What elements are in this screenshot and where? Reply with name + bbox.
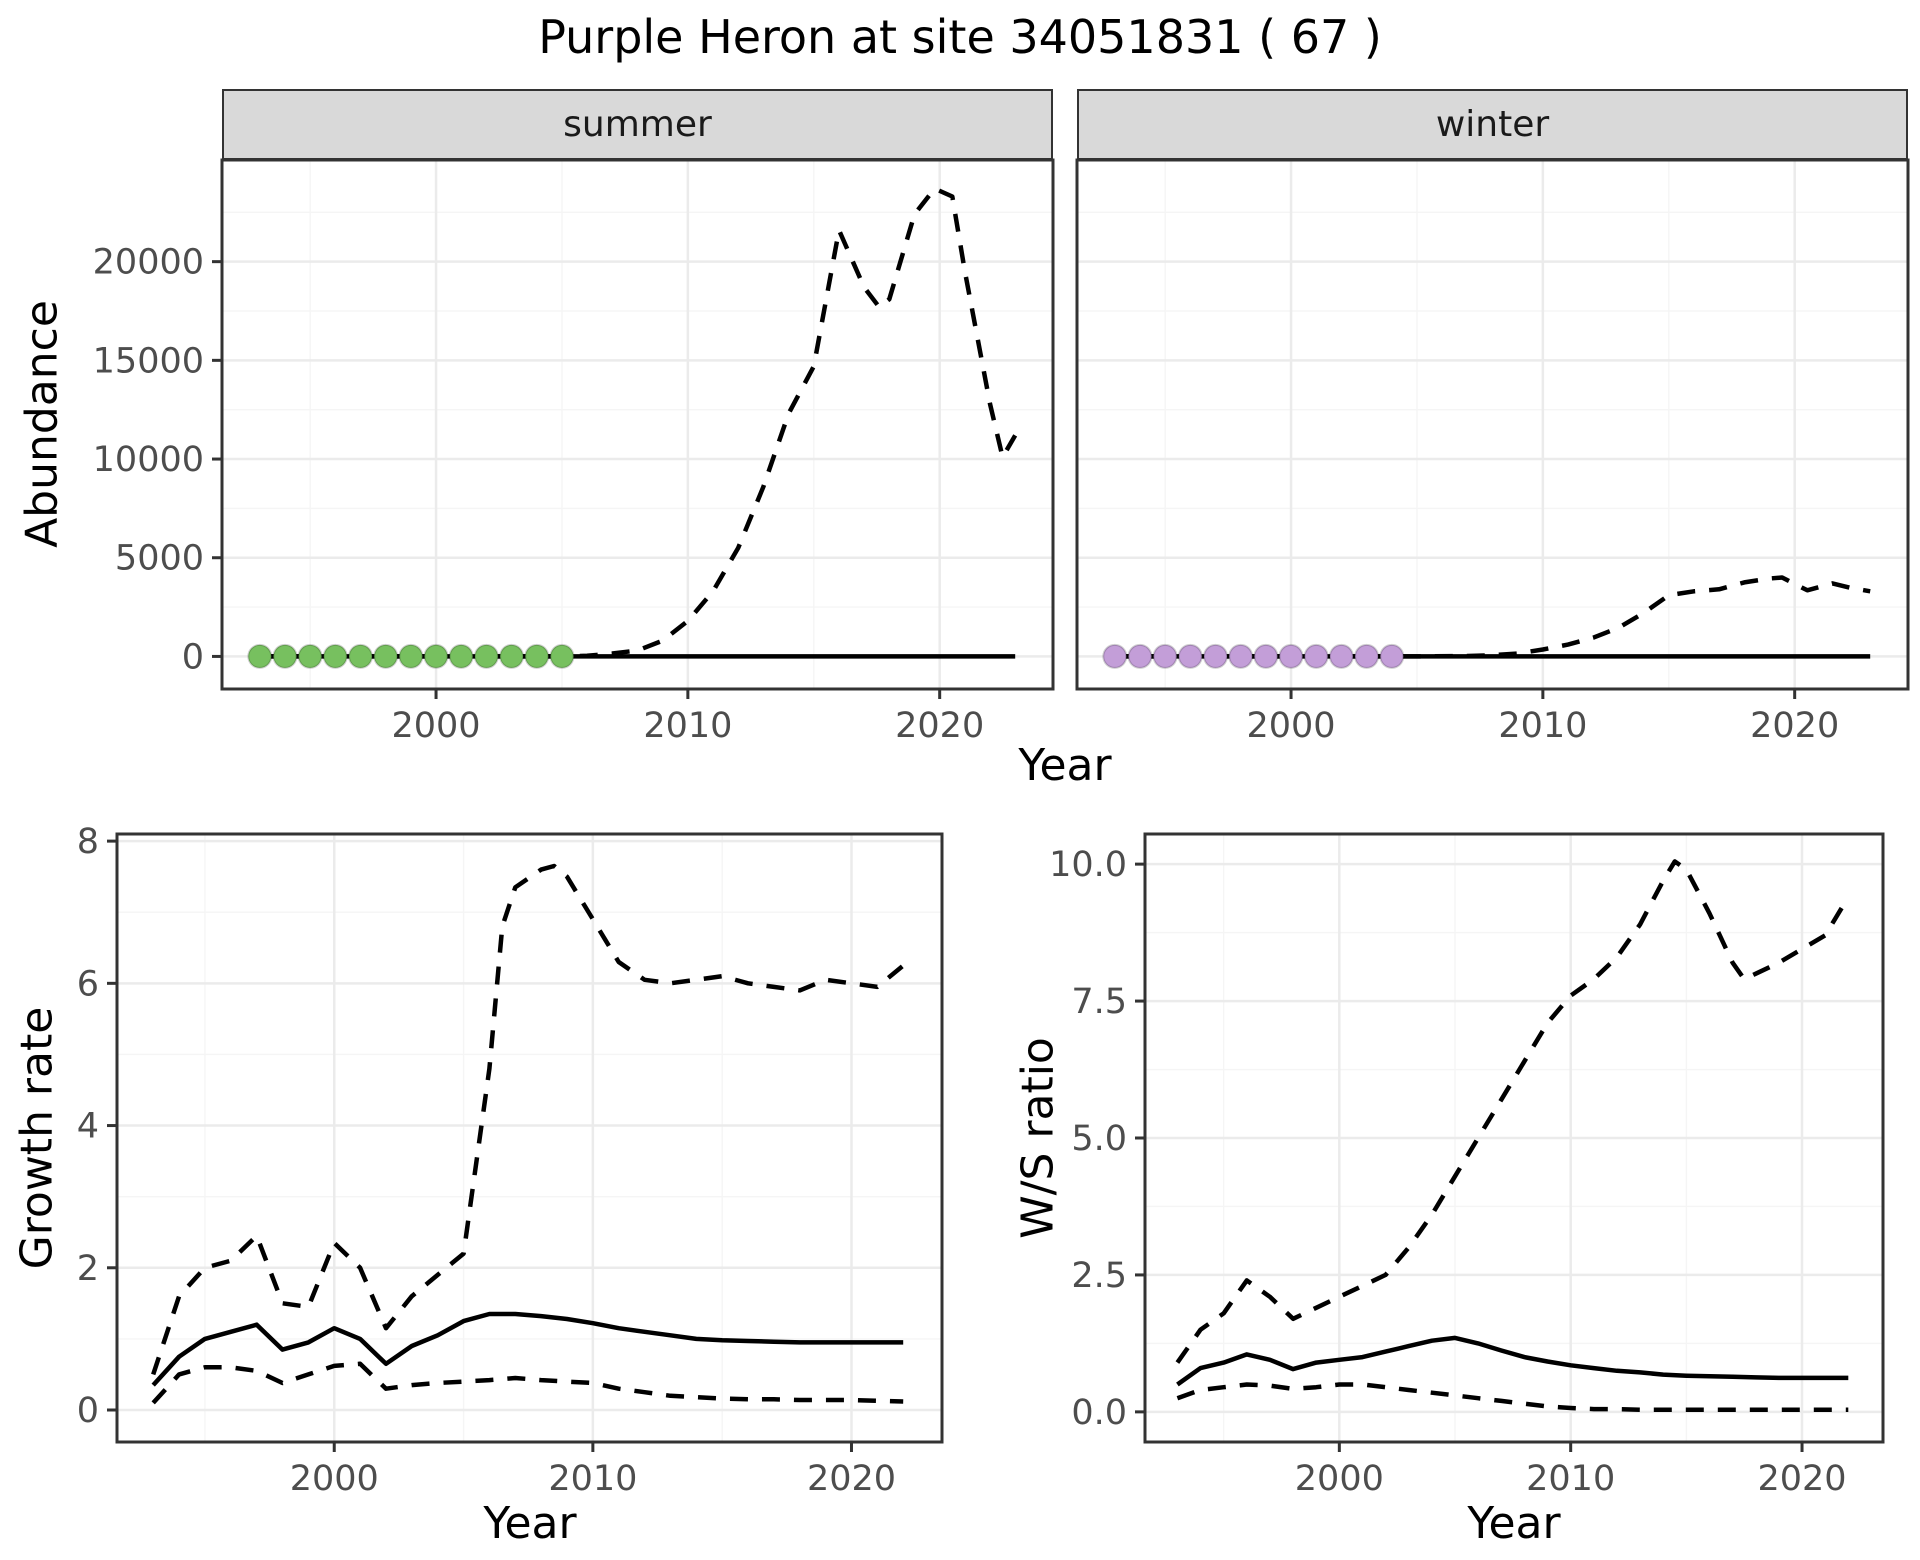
abundance-y-axis-title: Abundance bbox=[16, 300, 68, 548]
facet-strip-summer: summer bbox=[222, 89, 1053, 160]
observed-counts bbox=[297, 643, 323, 669]
y-tick-label: 10.0 bbox=[1049, 845, 1127, 885]
y-tick-label: 2 bbox=[77, 1249, 99, 1289]
y-tick-label: 20000 bbox=[93, 243, 204, 283]
x-tick-label: 2010 bbox=[1498, 706, 1587, 746]
observed-counts bbox=[322, 643, 348, 669]
x-tick-label: 2000 bbox=[1247, 706, 1336, 746]
y-tick-label: 4 bbox=[77, 1107, 99, 1147]
observed-counts bbox=[473, 643, 499, 669]
ws-ratio-x-axis-title: Year bbox=[1467, 1498, 1561, 1549]
series-lower-confidence-limit bbox=[1176, 1382, 1849, 1412]
observed-counts bbox=[1102, 643, 1128, 669]
facet-strip-winter-label: winter bbox=[1435, 104, 1550, 145]
y-tick-label: 7.5 bbox=[1071, 982, 1127, 1022]
observed-counts bbox=[1379, 643, 1405, 669]
x-tick-label: 2010 bbox=[1526, 1459, 1615, 1499]
observed-counts bbox=[499, 643, 525, 669]
observed-counts bbox=[1152, 643, 1178, 669]
observed-counts bbox=[448, 643, 474, 669]
series-lower-confidence-limit bbox=[151, 1361, 904, 1405]
y-tick-label: 5000 bbox=[115, 539, 204, 579]
observed-counts bbox=[1127, 643, 1153, 669]
observed-counts bbox=[423, 643, 449, 669]
y-tick-label: 15000 bbox=[93, 341, 204, 381]
y-tick-label: 0.0 bbox=[1071, 1393, 1127, 1433]
x-tick-label: 2020 bbox=[1750, 706, 1839, 746]
series-upper-confidence-limit bbox=[1175, 859, 1851, 1364]
observed-counts bbox=[1278, 643, 1304, 669]
growth-rate-y-axis-title: Growth rate bbox=[11, 1006, 63, 1270]
x-tick-label: 2000 bbox=[392, 706, 481, 746]
ws-ratio-y-axis-title: W/S ratio bbox=[1012, 1037, 1064, 1239]
facet-strip-summer-label: summer bbox=[563, 104, 712, 145]
x-tick-label: 2010 bbox=[548, 1459, 637, 1499]
series-growth-rate-estimate bbox=[151, 1311, 904, 1387]
observed-counts bbox=[1203, 643, 1228, 669]
x-tick-label: 2020 bbox=[895, 706, 984, 746]
observed-counts bbox=[1354, 643, 1380, 669]
observed-counts bbox=[1228, 643, 1254, 669]
y-tick-label: 5.0 bbox=[1071, 1119, 1127, 1159]
observed-counts bbox=[1253, 643, 1279, 669]
x-tick-label: 2020 bbox=[1757, 1459, 1846, 1499]
observed-counts bbox=[524, 643, 550, 669]
observed-counts bbox=[247, 643, 273, 669]
observed-counts bbox=[1328, 643, 1354, 669]
series-ws-ratio-estimate bbox=[1176, 1335, 1849, 1387]
observed-counts bbox=[272, 643, 298, 669]
x-tick-label: 2010 bbox=[643, 706, 732, 746]
panel-border bbox=[220, 158, 1055, 691]
x-tick-label: 2000 bbox=[290, 1459, 379, 1499]
y-tick-label: 0 bbox=[182, 637, 204, 677]
panel-background bbox=[222, 160, 1053, 689]
observed-counts bbox=[373, 643, 399, 669]
series-upper-confidence-limit bbox=[151, 863, 905, 1376]
facet-strip-winter: winter bbox=[1077, 89, 1908, 160]
x-tick-label: 2020 bbox=[807, 1459, 896, 1499]
observed-counts bbox=[348, 643, 373, 669]
observed-counts bbox=[398, 643, 424, 669]
figure-title: Purple Heron at site 34051831 ( 67 ) bbox=[538, 10, 1382, 64]
y-tick-label: 2.5 bbox=[1071, 1256, 1127, 1296]
y-tick-label: 10000 bbox=[93, 440, 204, 480]
observed-counts bbox=[549, 643, 575, 669]
growth-rate-x-axis-title: Year bbox=[483, 1498, 577, 1549]
panel-background bbox=[1077, 160, 1908, 689]
panel-background bbox=[117, 834, 942, 1442]
panel-border bbox=[115, 832, 944, 1444]
y-tick-label: 8 bbox=[77, 822, 99, 862]
abundance-x-axis-title: Year bbox=[1018, 740, 1112, 791]
y-tick-label: 6 bbox=[77, 964, 99, 1004]
observed-counts bbox=[1177, 643, 1203, 669]
x-tick-label: 2000 bbox=[1295, 1459, 1384, 1499]
panel-border bbox=[1075, 158, 1910, 691]
observed-counts bbox=[1303, 643, 1329, 669]
y-tick-label: 0 bbox=[77, 1391, 99, 1431]
